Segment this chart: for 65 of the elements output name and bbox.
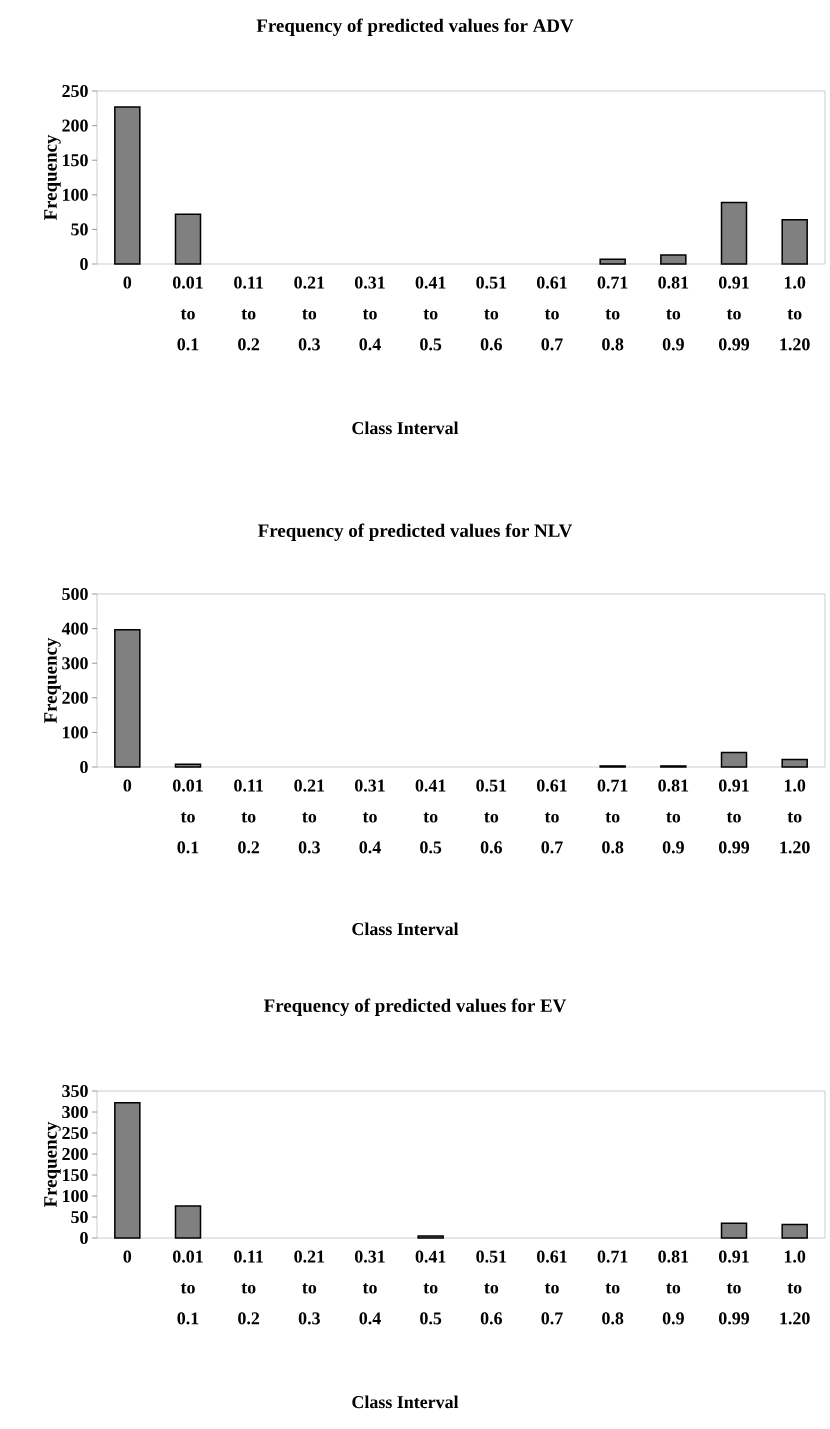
y-tick-label: 200 — [62, 119, 88, 132]
x-tick-label: 0.01 to 0.1 — [173, 779, 203, 854]
x-tick-label: 0 — [123, 276, 132, 289]
x-tick-label: 0.11 to 0.2 — [234, 276, 263, 351]
x-tick-label: 0.71 to 0.8 — [597, 1250, 628, 1325]
x-tick-label: 0.51 to 0.6 — [476, 779, 507, 854]
chart-title: Frequency of predicted values for EV — [264, 998, 567, 1016]
y-tick-label: 300 — [62, 1105, 88, 1119]
x-tick-label: 0.61 to 0.7 — [537, 779, 567, 854]
x-tick-label: 0.91 to 0.99 — [719, 779, 750, 854]
y-tick-label: 350 — [62, 1084, 88, 1098]
x-axis-title: Class Interval — [352, 421, 459, 435]
x-axis-title: Class Interval — [352, 1395, 459, 1409]
x-tick-label: 1.0 to 1.20 — [780, 1250, 810, 1325]
x-tick-label: 0.21 to 0.3 — [294, 779, 325, 854]
x-tick-label: 0.71 to 0.8 — [597, 276, 628, 351]
y-tick-label: 150 — [63, 154, 88, 167]
x-tick-label: 0.41 to 0.5 — [415, 276, 446, 351]
x-tick-label: 1.0 to 1.20 — [780, 779, 810, 854]
y-axis-title: Frequency — [44, 637, 61, 724]
y-tick-label: 50 — [71, 223, 88, 236]
y-tick-label: 400 — [61, 622, 88, 635]
y-tick-label: 200 — [62, 691, 88, 704]
y-tick-label: 300 — [62, 657, 88, 670]
x-tick-label: 0.11 to 0.2 — [234, 779, 263, 854]
y-tick-label: 150 — [63, 1168, 88, 1182]
x-tick-label: 0.11 to 0.2 — [234, 1250, 263, 1325]
y-tick-label: 0 — [80, 257, 88, 271]
x-tick-label: 0.81 to 0.9 — [658, 276, 689, 351]
x-tick-label: 0.51 to 0.6 — [476, 276, 507, 351]
x-tick-label: 0.41 to 0.5 — [415, 779, 446, 854]
y-tick-label: 100 — [63, 188, 88, 201]
y-tick-label: 0 — [80, 760, 88, 774]
x-tick-label: 0.81 to 0.9 — [658, 779, 689, 854]
x-tick-label: 0.21 to 0.3 — [294, 276, 325, 351]
x-tick-label: 0.71 to 0.8 — [597, 779, 628, 854]
chart-title: Frequency of predicted values for ADV — [256, 18, 574, 36]
y-axis-title: Frequency — [44, 1121, 61, 1208]
x-tick-label: 0.61 to 0.7 — [537, 1250, 567, 1325]
x-tick-label: 0.01 to 0.1 — [173, 1250, 203, 1325]
x-tick-label: 0.01 to 0.1 — [173, 276, 203, 351]
x-tick-label: 0.31 to 0.4 — [355, 276, 385, 351]
x-tick-label: 0.91 to 0.99 — [719, 1250, 750, 1325]
x-tick-label: 0.21 to 0.3 — [294, 1250, 325, 1325]
x-tick-label: 0.41 to 0.5 — [415, 1250, 446, 1325]
x-tick-label: 0 — [123, 779, 132, 792]
x-tick-label: 0.51 to 0.6 — [476, 1250, 507, 1325]
y-tick-label: 50 — [71, 1210, 88, 1224]
x-tick-label: 0.31 to 0.4 — [355, 779, 385, 854]
y-tick-label: 500 — [62, 587, 88, 601]
x-tick-label: 0 — [123, 1250, 132, 1263]
x-tick-label: 0.31 to 0.4 — [355, 1250, 385, 1325]
y-axis-title: Frequency — [44, 134, 61, 221]
chart-title: Frequency of predicted values for NLV — [258, 523, 573, 541]
y-tick-label: 250 — [62, 1126, 88, 1140]
x-tick-label: 0.91 to 0.99 — [719, 276, 750, 351]
y-tick-label: 100 — [63, 1189, 88, 1203]
x-tick-label: 0.61 to 0.7 — [537, 276, 567, 351]
x-tick-label: 1.0 to 1.20 — [780, 276, 810, 351]
x-axis-title: Class Interval — [352, 922, 459, 936]
y-tick-label: 250 — [62, 84, 88, 98]
x-tick-label: 0.81 to 0.9 — [658, 1250, 689, 1325]
y-tick-label: 0 — [80, 1231, 88, 1245]
y-tick-label: 100 — [63, 726, 88, 739]
y-tick-label: 200 — [62, 1147, 88, 1161]
